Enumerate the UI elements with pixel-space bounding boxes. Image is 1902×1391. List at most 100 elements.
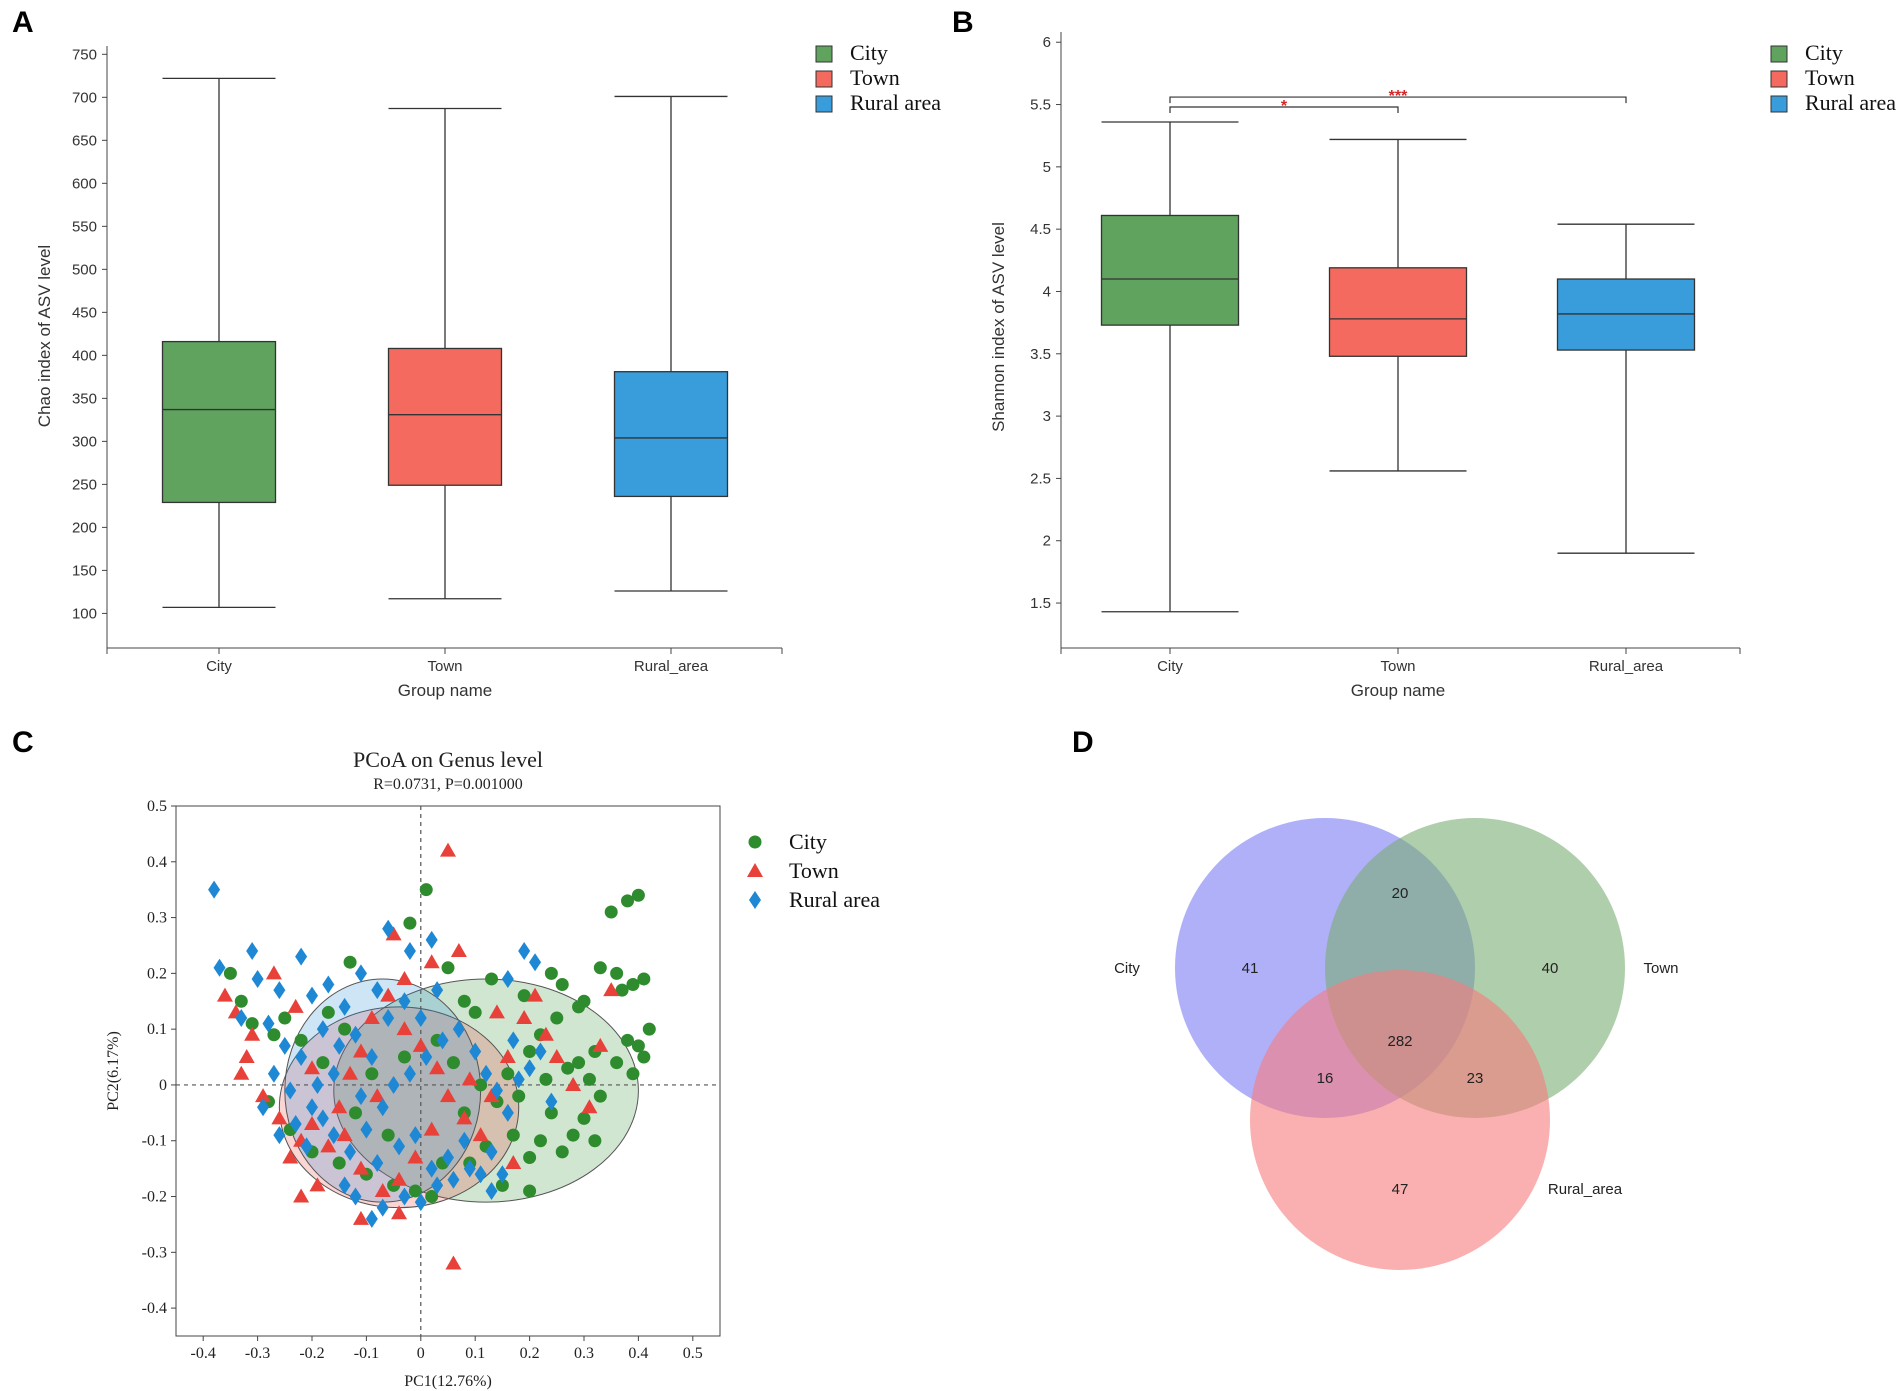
town-point	[304, 1116, 320, 1130]
rural-point	[458, 1131, 471, 1150]
x-tick-label: 0.5	[683, 1345, 703, 1362]
x-tick-label: Town	[427, 658, 462, 675]
town-point	[331, 1099, 348, 1114]
town-point	[423, 1121, 440, 1136]
y-tick-label: 700	[72, 89, 97, 106]
rural-point	[425, 930, 438, 949]
rural-point	[376, 1098, 389, 1117]
rural-point	[278, 1036, 291, 1055]
x-axis-title: Group name	[1351, 681, 1446, 700]
y-tick-label: 300	[72, 433, 97, 450]
legend-label: Rural area	[850, 90, 941, 115]
town-point	[293, 1188, 310, 1203]
rural-point	[333, 1036, 346, 1055]
rural-point	[371, 981, 384, 1000]
plot-frame	[175, 805, 721, 1337]
y-tick-label: -0.2	[142, 1189, 167, 1206]
rural-point	[398, 1187, 411, 1206]
city-point	[748, 835, 762, 849]
pcoa-scatter: PCoA on Genus level R=0.0731, P=0.001000 -…	[105, 747, 880, 1390]
rural-point	[289, 1115, 302, 1133]
rural-point	[398, 992, 411, 1011]
city-point	[468, 1005, 482, 1019]
town-point	[385, 926, 402, 941]
rural-point	[420, 1048, 433, 1067]
venn-diagram: City Town Rural_area 41 40 47 20 16 23 282	[1114, 818, 1679, 1270]
city-point	[572, 1056, 586, 1070]
rural-point	[403, 1064, 416, 1083]
town-point	[445, 1255, 462, 1270]
city-point	[294, 1033, 308, 1047]
rural-point	[316, 1020, 329, 1039]
venn-region-count: 47	[1392, 1181, 1409, 1198]
town-point	[456, 1110, 473, 1125]
iqr-box	[1100, 214, 1240, 326]
rural-point	[490, 1081, 503, 1100]
rural-point	[512, 1070, 525, 1089]
shannon-boxplot: 1.5 2 2.5 3 3.5 4 4.5 5 5.5 6 Shannon index of ASV…	[989, 32, 1896, 700]
city-point	[621, 1033, 635, 1047]
city-point	[278, 1011, 292, 1025]
city-point	[533, 1134, 547, 1148]
town-point	[369, 1088, 386, 1103]
rural-point	[322, 975, 335, 994]
legend-label: Town	[1805, 65, 1855, 90]
y-tick-label: 750	[72, 46, 97, 63]
rural-point	[480, 1064, 493, 1083]
town-point	[374, 1182, 391, 1197]
box-city	[1100, 121, 1240, 613]
city-point	[582, 1072, 596, 1086]
rural-point	[425, 1159, 438, 1178]
x-tick-label: -0.2	[299, 1345, 324, 1362]
rural-point	[496, 1165, 509, 1184]
y-tick-label: 1.5	[1030, 595, 1051, 612]
city-point	[523, 1150, 537, 1164]
x-tick-label: Town	[1380, 658, 1415, 675]
rural-point	[273, 1126, 286, 1145]
rural-point	[262, 1014, 275, 1033]
x-tick-label: -0.1	[354, 1345, 379, 1362]
box-rural_area	[613, 95, 729, 592]
town-point	[565, 1076, 582, 1091]
y-tick-label: 0.2	[147, 965, 167, 982]
town-point	[396, 970, 413, 985]
town-point	[216, 987, 233, 1002]
city-point	[446, 1056, 460, 1070]
city-point	[631, 1039, 645, 1053]
legend-label: City	[1805, 40, 1843, 65]
city-point	[397, 1050, 411, 1064]
city-point	[621, 894, 635, 908]
rural-point	[501, 1103, 514, 1122]
significance-bracket: ***	[1169, 88, 1627, 105]
x-tick-label: Rural_area	[1589, 658, 1664, 675]
town-point	[238, 1049, 255, 1064]
x-tick-label: 0.4	[628, 1345, 648, 1362]
venn-region-count: 20	[1392, 885, 1409, 902]
rural-point	[382, 1009, 395, 1027]
y-tick-label: 650	[72, 132, 97, 149]
city-point	[626, 1067, 640, 1081]
town-point	[287, 998, 304, 1013]
venn-region-count: 23	[1467, 1070, 1484, 1087]
legend-label: Town	[789, 858, 839, 883]
y-tick-label: 450	[72, 304, 97, 321]
venn-region-count: 16	[1317, 1070, 1334, 1087]
city-point	[566, 1128, 580, 1142]
rural-point	[501, 969, 514, 988]
rural-point	[447, 1170, 460, 1189]
city-point	[593, 1089, 607, 1103]
venn-set-label: Town	[1643, 960, 1678, 977]
rural-point	[507, 1031, 520, 1050]
town-point	[429, 1060, 446, 1075]
city-point	[561, 1061, 575, 1075]
rural-point	[344, 1142, 357, 1161]
y-tick-label: 150	[72, 562, 97, 579]
rural-point	[442, 1148, 454, 1167]
town-point	[499, 1049, 516, 1064]
city-point	[512, 1089, 526, 1103]
rural-point	[295, 947, 308, 966]
iqr-box	[387, 347, 503, 486]
city-point	[338, 1022, 352, 1036]
venn-region-count: 282	[1387, 1033, 1412, 1050]
y-tick-label: 100	[72, 605, 97, 622]
